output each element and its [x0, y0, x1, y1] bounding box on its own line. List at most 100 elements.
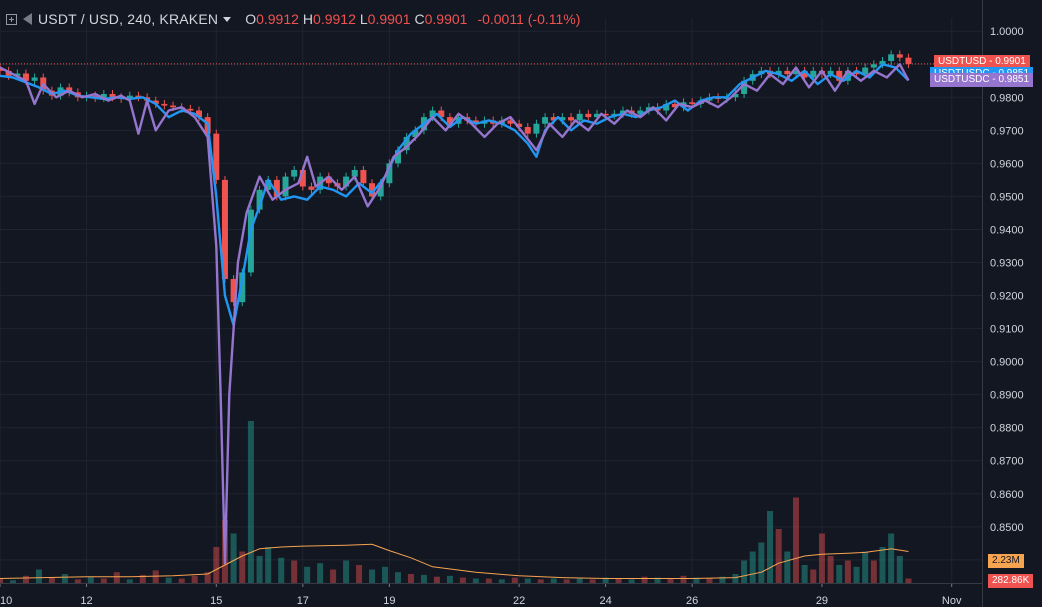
x-tick-label: 29	[816, 595, 828, 607]
volume-bar	[113, 572, 120, 583]
volume-bar	[213, 547, 220, 583]
high-label: H	[302, 11, 314, 27]
collapse-plus-icon[interactable]	[6, 13, 17, 25]
series-line-purple	[0, 63, 910, 565]
candle-body	[230, 279, 237, 303]
candle-body	[559, 117, 566, 121]
candle-body	[896, 54, 903, 58]
volume-bar	[178, 578, 185, 583]
open-value: 0.9912	[256, 11, 299, 27]
high-value: 0.9912	[313, 11, 356, 27]
y-tick-label: 0.9300	[990, 258, 1024, 270]
volume-bar	[278, 557, 285, 583]
candle-body	[291, 169, 298, 177]
volume-bar	[792, 497, 799, 583]
candle-body	[126, 95, 133, 99]
volume-bar	[239, 551, 246, 583]
candle-body	[247, 209, 254, 273]
volume-bar	[61, 574, 68, 583]
close-label: C	[414, 11, 425, 27]
candle-body	[351, 169, 358, 177]
change-value: -0.0011 (-0.11%)	[477, 11, 581, 27]
candle-body	[542, 117, 549, 124]
candle-body	[377, 183, 384, 197]
candle-body	[862, 67, 869, 75]
x-tick-label: Nov	[942, 595, 962, 607]
x-tick-label: 12	[80, 595, 92, 607]
x-tick-label: 19	[383, 595, 395, 607]
candle-body	[213, 133, 220, 180]
volume-bar	[767, 511, 774, 583]
volume-bar	[204, 572, 211, 583]
low-label: L	[359, 11, 368, 27]
volume-bar	[818, 533, 825, 583]
candle-body	[429, 110, 436, 118]
candle-body	[792, 70, 799, 75]
candle-body	[403, 136, 410, 151]
volume-bar	[498, 579, 505, 583]
candle-body	[827, 70, 834, 75]
y-tick-label: 0.8700	[990, 456, 1024, 468]
candle-body	[265, 179, 272, 190]
symbol-title[interactable]: USDT / USD, 240, KRAKEN	[38, 11, 219, 27]
candle-body	[810, 70, 817, 78]
volume-bar	[265, 547, 272, 583]
volume-bar	[862, 551, 869, 583]
volume-bar	[22, 575, 29, 583]
volume-bar	[641, 576, 648, 583]
y-tick-label: 0.8600	[990, 489, 1024, 501]
candle-body	[170, 105, 177, 108]
candle-body	[844, 70, 851, 81]
volume-bar	[844, 560, 851, 583]
candle-body	[775, 70, 782, 75]
volume-bar	[589, 579, 596, 583]
volume-bar	[801, 565, 808, 583]
volume-bar	[394, 572, 401, 583]
candle-body	[369, 183, 376, 197]
candle-body	[602, 113, 609, 116]
volume-bar	[537, 579, 544, 583]
volume-bar	[256, 556, 263, 583]
candle-body	[524, 127, 531, 134]
volume-bar	[628, 579, 635, 583]
volume-bar	[741, 560, 748, 583]
open-label: O	[245, 11, 257, 27]
y-tick-label: 1.0000	[990, 26, 1024, 38]
volume-bar	[191, 575, 198, 583]
candle-body	[239, 272, 246, 303]
volume-bar	[0, 578, 3, 583]
volume-bar	[732, 574, 739, 583]
time-axis[interactable]: 10 12 15 17 19 22 24 26 29 Nov	[0, 583, 982, 607]
y-tick-label: 0.9500	[990, 191, 1024, 203]
chevron-down-icon[interactable]	[223, 16, 232, 22]
volume-bar	[369, 569, 376, 583]
x-tick-label: 22	[513, 595, 525, 607]
y-tick-label: 0.8900	[990, 390, 1024, 402]
y-tick-label: 0.9400	[990, 224, 1024, 236]
volume-bar	[905, 578, 912, 583]
volume-bar	[446, 575, 453, 583]
volume-ma-tag: 2.23M	[988, 554, 1024, 568]
volume-bar	[896, 556, 903, 583]
volume-bar	[758, 542, 765, 583]
price-axis[interactable]: 1.00000.99000.98000.97000.96000.95000.94…	[982, 0, 1024, 607]
series-line-blue	[0, 63, 910, 327]
candle-body	[299, 169, 306, 187]
candle-body	[472, 120, 479, 124]
volume-bar	[420, 574, 427, 583]
candle-body	[386, 163, 393, 184]
volume-bar	[48, 577, 55, 583]
candle-body	[585, 113, 592, 118]
volume-bar	[775, 529, 782, 583]
candle-body	[152, 100, 159, 104]
candle-body	[282, 176, 289, 197]
x-tick-label: 17	[297, 595, 309, 607]
candle-body	[689, 102, 696, 104]
candle-body	[611, 113, 618, 116]
volume-bar	[888, 533, 895, 583]
volume-bar	[382, 566, 389, 583]
candle-body	[853, 70, 860, 75]
candle-body	[22, 73, 29, 81]
volume-bar	[524, 578, 531, 583]
